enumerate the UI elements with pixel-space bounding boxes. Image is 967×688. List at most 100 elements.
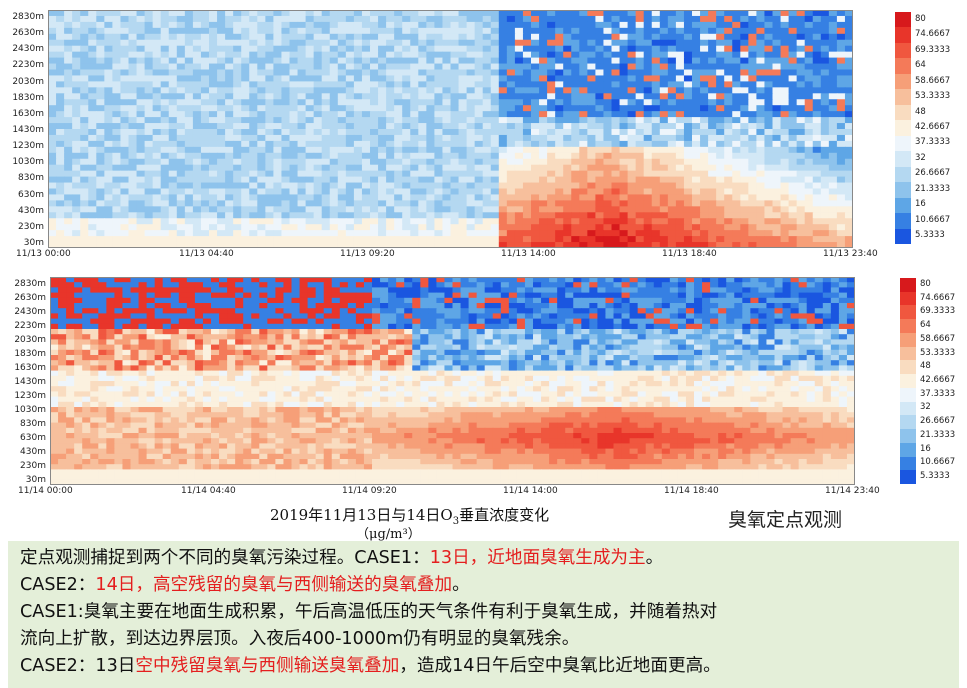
heatmap-cell [329,206,339,213]
heatmap-cell [508,303,518,309]
heatmap-cell [500,287,510,294]
heatmap-cell [283,292,293,299]
heatmap-cell [337,140,347,148]
heatmap-cell [436,297,446,304]
heatmap-cell [490,111,500,118]
heatmap-cell [780,224,790,231]
heatmap-cell [700,99,709,106]
heatmap-cell [677,292,687,299]
heatmap-cell [225,176,234,184]
heatmap-cell [685,308,695,314]
heatmap-cell [522,75,532,82]
heatmap-cell [450,81,460,88]
heatmap-cell [764,140,774,148]
heatmap-cell [772,134,782,142]
heatmap-cell [313,93,323,100]
heatmap-cell [830,318,840,325]
heatmap-cell [337,170,347,178]
heatmap-cell [692,75,701,82]
heatmap-cell [692,140,701,148]
heatmap-cell [458,176,468,184]
heatmap-cell [313,105,323,112]
heatmap-cell [732,224,741,231]
heatmap-cell [329,111,339,118]
heatmap-cell [394,57,403,65]
heatmap-cell [233,51,242,59]
heatmap-cell [726,277,735,283]
heatmap-cell [386,51,395,59]
heatmap-cell [235,292,244,299]
heatmap-cell [160,242,170,248]
heatmap-cell [522,105,532,112]
heatmap-cell [838,313,848,320]
heatmap-cell [595,93,605,100]
heatmap-cell [361,99,371,106]
heatmap-cell [531,218,540,225]
heatmap-cell [64,81,73,88]
heatmap-cell [659,194,669,201]
heatmap-cell [418,39,427,47]
heatmap-cell [233,75,242,82]
heatmap-cell [225,87,234,94]
heatmap-cell [154,308,164,314]
heatmap-cell [378,134,387,142]
heatmap-cell [667,21,677,29]
heatmap-cell [353,33,363,41]
heatmap-cell [611,33,621,41]
heatmap-cell [372,308,381,314]
heatmap-cell [378,236,387,243]
heatmap-cell [386,75,395,82]
heatmap-cell [217,182,226,190]
heatmap-cell [492,292,502,299]
heatmap-cell [828,164,838,172]
heatmap-cell [299,313,309,320]
heatmap-cell [192,117,202,124]
heatmap-cell [388,308,397,314]
heatmap-cell [700,152,709,160]
heatmap-cell [651,188,661,196]
heatmap-cell [72,182,81,190]
heatmap-cell [192,152,202,160]
heatmap-cell [372,313,381,320]
heatmap-cell [160,99,170,106]
heatmap-cell [98,303,107,309]
heatmap-cell [726,313,735,320]
y-tick-label: 1230m [12,141,44,152]
heatmap-cell [522,99,532,106]
heatmap-cell [202,323,212,330]
heatmap-cell [547,146,556,154]
heatmap-cell [168,164,178,172]
heatmap-cell [506,236,516,243]
heatmap-cell [361,33,371,41]
heatmap-cell [563,45,572,53]
heatmap-cell [804,164,814,172]
heatmap-cell [426,218,435,225]
heatmap-cell [740,212,749,219]
heatmap-cell [168,236,178,243]
heatmap-cell [571,69,580,77]
heatmap-cell [251,308,260,314]
heatmap-cell [273,230,283,237]
heatmap-cell [740,75,749,82]
heatmap-cell [104,224,113,231]
heatmap-cell [56,236,65,243]
heatmap-cell [683,158,693,166]
heatmap-cell [611,57,621,65]
heatmap-cell [370,206,379,213]
heatmap-cell [563,21,572,29]
heatmap-cell [716,236,725,243]
heatmap-cell [281,45,291,53]
heatmap-cell [506,194,516,201]
heatmap-cell [136,33,146,41]
heatmap-cell [539,134,548,142]
heatmap-cell [828,81,838,88]
heatmap-cell [233,212,242,219]
heatmap-cell [774,297,784,304]
heatmap-cell [152,129,162,136]
heatmap-cell [506,152,516,160]
heatmap-cell [394,218,403,225]
heatmap-cell [522,93,532,100]
heatmap-cell [241,200,250,207]
heatmap-cell [88,123,97,130]
heatmap-cell [627,188,637,196]
